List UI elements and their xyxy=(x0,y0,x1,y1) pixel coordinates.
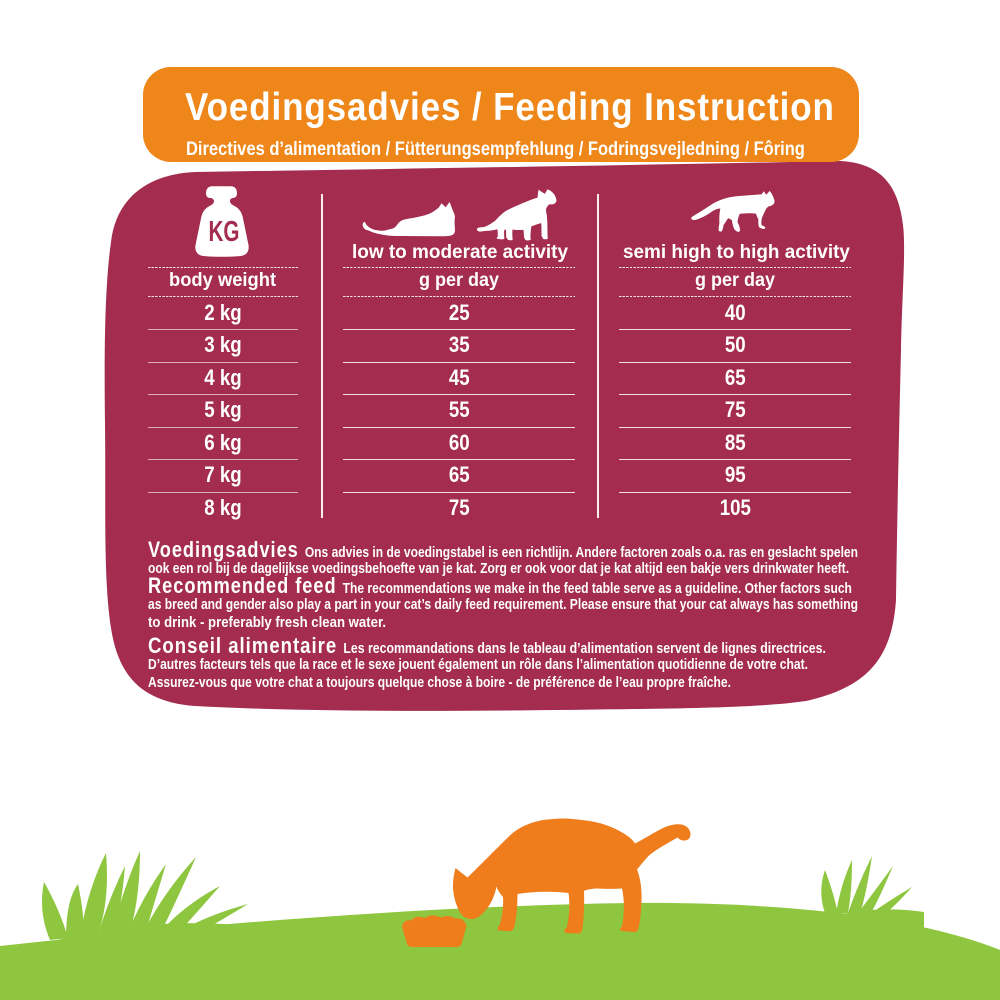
svg-text:KG: KG xyxy=(209,216,240,248)
